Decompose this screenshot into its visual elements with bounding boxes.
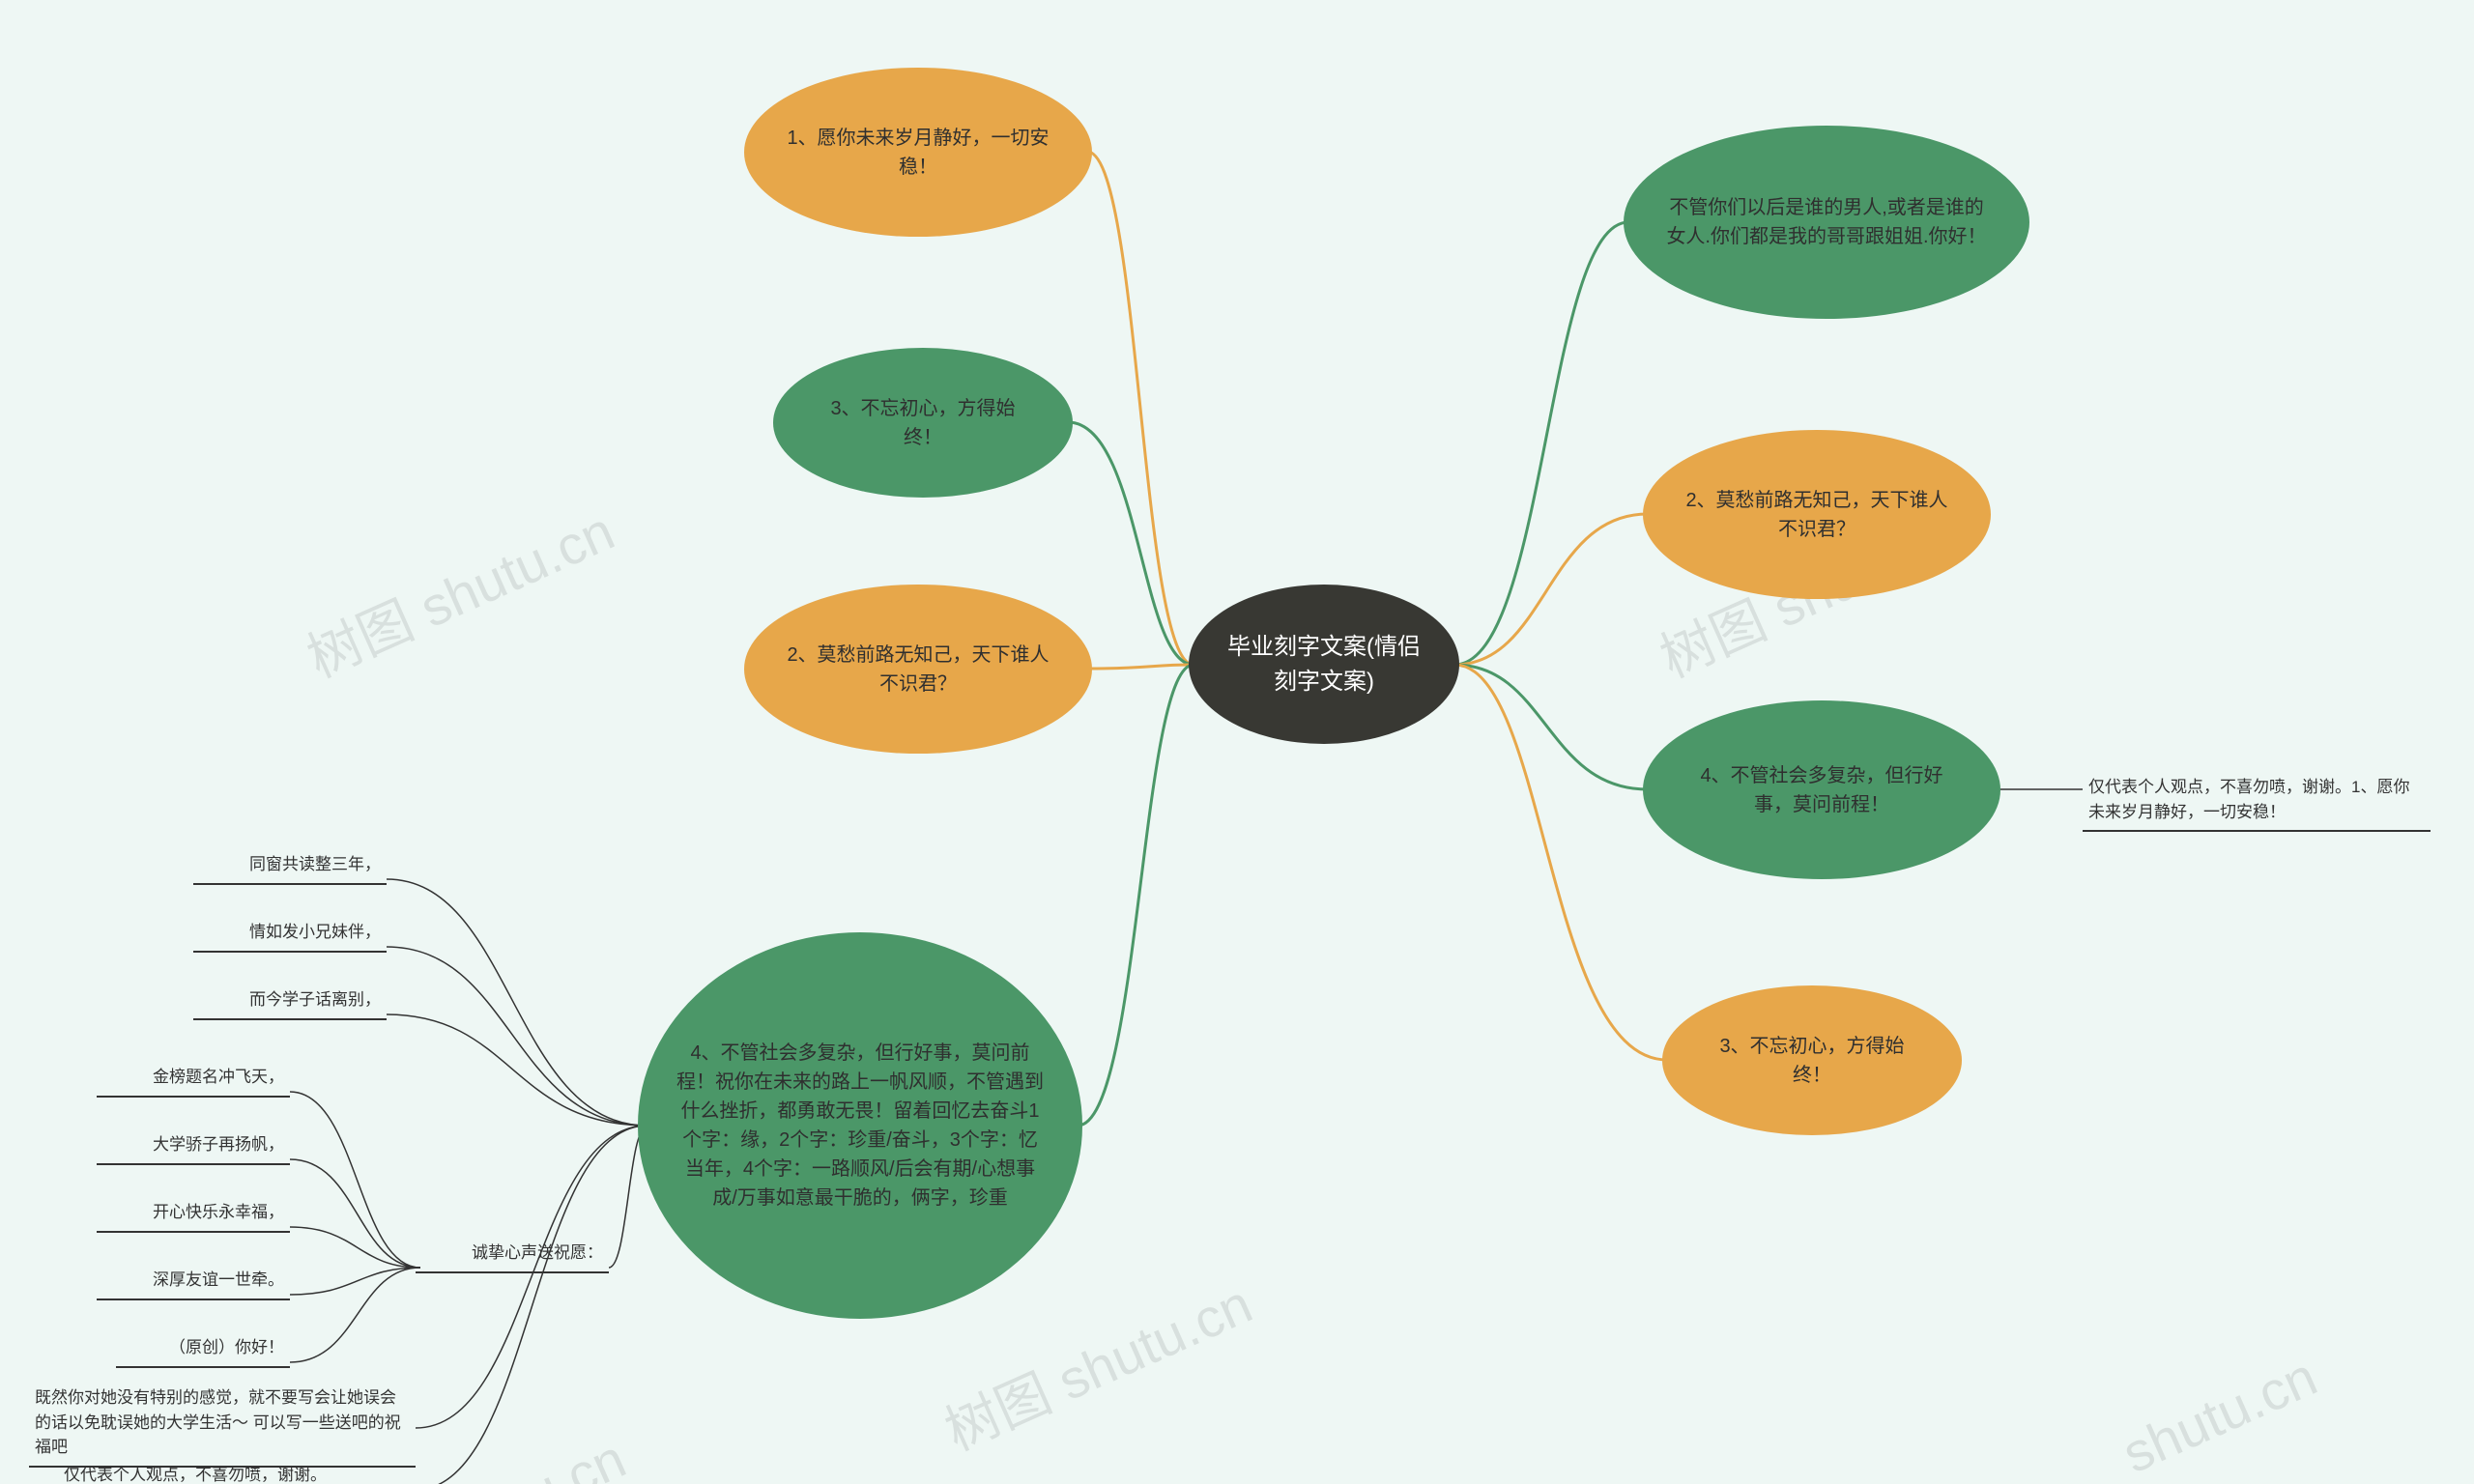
leaf-label: 金榜题名冲飞天， xyxy=(97,1061,290,1098)
connector xyxy=(1087,665,1194,669)
leaf-node[interactable]: 情如发小兄妹伴， xyxy=(193,916,387,953)
connector xyxy=(416,1126,647,1428)
leaf-label: 开心快乐永幸福， xyxy=(97,1196,290,1233)
branch-node[interactable]: 2、莫愁前路无知己，天下谁人不识君？ xyxy=(1643,430,1991,599)
node-label: 3、不忘初心，方得始终！ xyxy=(1701,1032,1923,1090)
leaf-label: 既然你对她没有特别的感觉，就不要写会让她误会的话以免耽误她的大学生活～ 可以写一… xyxy=(29,1382,416,1468)
node-label: 2、莫愁前路无知己，天下谁人不识君？ xyxy=(1682,486,1952,544)
leaf-node[interactable]: 深厚友谊一世牵。 xyxy=(97,1264,290,1300)
connector xyxy=(1454,222,1628,665)
leaf-label: 仅代表个人观点，不喜勿喷，谢谢。 xyxy=(58,1459,416,1484)
leaf-node[interactable]: 而今学子话离别， xyxy=(193,984,387,1020)
connector xyxy=(1087,152,1194,665)
leaf-label: 大学骄子再扬帆， xyxy=(97,1128,290,1165)
connector xyxy=(1454,665,1667,1060)
connector-layer xyxy=(0,0,2474,1484)
connector xyxy=(416,1126,647,1484)
connector xyxy=(290,1268,420,1362)
leaf-node[interactable]: 诚挚心声送祝愿： xyxy=(416,1237,609,1273)
connector xyxy=(1454,665,1648,789)
leaf-label: 同窗共读整三年， xyxy=(193,848,387,885)
branch-node[interactable]: 4、不管社会多复杂，但行好事，莫问前程！祝你在未来的路上一帆风顺，不管遇到什么挫… xyxy=(638,932,1082,1319)
leaf-node[interactable]: 同窗共读整三年， xyxy=(193,848,387,885)
connector xyxy=(387,947,647,1126)
connector xyxy=(290,1159,420,1268)
leaf-node[interactable]: 仅代表个人观点，不喜勿喷，谢谢。1、愿你未来岁月静好，一切安稳！ xyxy=(2083,771,2431,832)
branch-node[interactable]: 2、莫愁前路无知己，天下谁人不识君？ xyxy=(744,585,1092,754)
leaf-node[interactable]: 开心快乐永幸福， xyxy=(97,1196,290,1233)
connector xyxy=(1068,422,1194,665)
connector xyxy=(387,1014,647,1126)
branch-node[interactable]: 3、不忘初心，方得始终！ xyxy=(773,348,1073,498)
watermark: shutu.cn xyxy=(422,1427,635,1484)
node-label: 1、愿你未来岁月静好，一切安稳！ xyxy=(783,124,1053,182)
leaf-node[interactable]: 大学骄子再扬帆， xyxy=(97,1128,290,1165)
watermark: shutu.cn xyxy=(2114,1345,2326,1484)
leaf-label: 而今学子话离别， xyxy=(193,984,387,1020)
node-label: 2、莫愁前路无知己，天下谁人不识君？ xyxy=(783,641,1053,699)
connector xyxy=(290,1268,420,1295)
connector xyxy=(290,1227,420,1268)
node-label: 毕业刻字文案(情侣刻字文案) xyxy=(1227,630,1421,699)
branch-node[interactable]: 3、不忘初心，方得始终！ xyxy=(1662,985,1962,1135)
leaf-node[interactable]: （原创）你好！ xyxy=(116,1331,290,1368)
watermark: 树图 shutu.cn xyxy=(932,1262,1263,1467)
leaf-label: 诚挚心声送祝愿： xyxy=(416,1237,609,1273)
mindmap-canvas: 树图 shutu.cn树图 shutu.cn树图 shutu.cnshutu.c… xyxy=(0,0,2474,1484)
connector xyxy=(1454,514,1648,665)
leaf-label: 情如发小兄妹伴， xyxy=(193,916,387,953)
leaf-label: 深厚友谊一世牵。 xyxy=(97,1264,290,1300)
node-label: 3、不忘初心，方得始终！ xyxy=(812,394,1034,452)
branch-node[interactable]: 1、愿你未来岁月静好，一切安稳！ xyxy=(744,68,1092,237)
watermark: 树图 shutu.cn xyxy=(294,489,625,694)
leaf-node[interactable]: 金榜题名冲飞天， xyxy=(97,1061,290,1098)
node-label: 4、不管社会多复杂，但行好事，莫问前程！祝你在未来的路上一帆风顺，不管遇到什么挫… xyxy=(676,1039,1044,1213)
branch-node[interactable]: 不管你们以后是谁的男人,或者是谁的女人.你们都是我的哥哥跟姐姐.你好！ xyxy=(1624,126,2029,319)
connector xyxy=(290,1092,420,1268)
branch-node[interactable]: 4、不管社会多复杂，但行好事，莫问前程！ xyxy=(1643,700,2000,879)
center-node[interactable]: 毕业刻字文案(情侣刻字文案) xyxy=(1189,585,1459,744)
leaf-label: （原创）你好！ xyxy=(116,1331,290,1368)
leaf-label: 仅代表个人观点，不喜勿喷，谢谢。1、愿你未来岁月静好，一切安稳！ xyxy=(2083,771,2431,832)
connector xyxy=(1078,665,1194,1126)
node-label: 4、不管社会多复杂，但行好事，莫问前程！ xyxy=(1682,761,1962,819)
connector xyxy=(387,879,647,1126)
leaf-node[interactable]: 仅代表个人观点，不喜勿喷，谢谢。 xyxy=(58,1459,416,1484)
leaf-node[interactable]: 既然你对她没有特别的感觉，就不要写会让她误会的话以免耽误她的大学生活～ 可以写一… xyxy=(29,1382,416,1468)
node-label: 不管你们以后是谁的男人,或者是谁的女人.你们都是我的哥哥跟姐姐.你好！ xyxy=(1662,193,1991,251)
